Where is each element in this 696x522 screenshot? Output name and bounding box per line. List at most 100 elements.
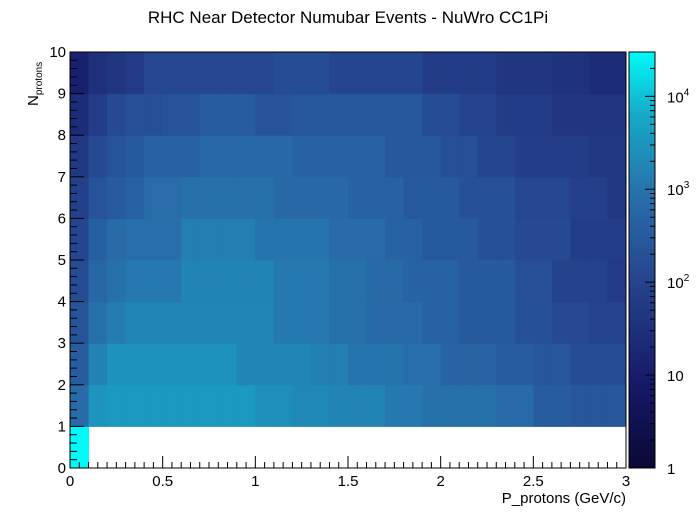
heatmap-cell	[477, 218, 497, 261]
heatmap-cell	[570, 52, 590, 95]
heatmap-cell	[181, 52, 201, 95]
heatmap-cell	[570, 218, 590, 261]
heatmap-cell	[310, 176, 330, 219]
heatmap-cell	[218, 93, 238, 136]
heatmap-cell	[477, 93, 497, 136]
heatmap-cell	[70, 176, 90, 219]
heatmap-cell	[403, 343, 423, 386]
x-axis-label: P_protons (GeV/c)	[502, 490, 626, 507]
heatmap-cell	[292, 301, 312, 344]
heatmap-cell	[348, 176, 368, 219]
heatmap-cell	[496, 52, 516, 95]
heatmap-cell	[588, 343, 608, 386]
heatmap-cell	[607, 176, 627, 219]
heatmap-cell	[329, 93, 349, 136]
heatmap-cell	[422, 384, 442, 427]
heatmap-cell	[422, 93, 442, 136]
heatmap-cell	[88, 260, 108, 303]
heatmap-cell	[588, 218, 608, 261]
heatmap-cell	[181, 343, 201, 386]
heatmap-cell	[440, 52, 460, 95]
heatmap-cell	[88, 301, 108, 344]
heatmap-cell	[88, 218, 108, 261]
y-tick-label: 9	[58, 86, 66, 103]
heatmap-cell	[459, 218, 479, 261]
z-tick-label: 102	[667, 273, 690, 292]
heatmap-cell	[236, 384, 256, 427]
heatmap-cell	[107, 384, 127, 427]
y-tick-label: 2	[58, 377, 66, 394]
heatmap-cell	[310, 260, 330, 303]
heatmap-cell	[551, 218, 571, 261]
heatmap-cell	[70, 52, 90, 95]
heatmap-cell	[329, 343, 349, 386]
heatmap-cell	[144, 260, 164, 303]
heatmap-cell	[533, 218, 553, 261]
heatmap-cell	[236, 135, 256, 178]
heatmap-cell	[273, 384, 293, 427]
heatmap-cell	[607, 301, 627, 344]
heatmap-cell	[514, 176, 534, 219]
heatmap-cell	[310, 343, 330, 386]
heatmap-cell	[329, 218, 349, 261]
heatmap-cell	[385, 176, 405, 219]
heatmap-cell	[329, 135, 349, 178]
heatmap-cell	[440, 135, 460, 178]
heatmap-cell	[162, 135, 182, 178]
heatmap-cell	[570, 93, 590, 136]
heatmap-cell	[570, 260, 590, 303]
heatmap-cell	[125, 93, 145, 136]
heatmap-cell	[329, 176, 349, 219]
heatmap-cell	[292, 384, 312, 427]
heatmap-cell	[70, 93, 90, 136]
heatmap-cell	[236, 343, 256, 386]
heatmap-cell	[70, 426, 90, 469]
heatmap-cell	[125, 343, 145, 386]
heatmap-cell	[292, 343, 312, 386]
heatmap-cell	[440, 343, 460, 386]
chart-title: RHC Near Detector Numubar Events - NuWro…	[147, 8, 549, 27]
x-tick-label: 0	[66, 473, 74, 490]
heatmap-cell	[477, 176, 497, 219]
y-axis-label-subscript: protons	[34, 62, 45, 95]
heatmap-cell	[440, 176, 460, 219]
heatmap-cell	[551, 93, 571, 136]
heatmap-cell	[218, 176, 238, 219]
heatmap-cell	[496, 260, 516, 303]
heatmap-cell	[588, 52, 608, 95]
heatmap-cell	[107, 301, 127, 344]
heatmap-cell	[162, 93, 182, 136]
heatmap-cell	[422, 52, 442, 95]
x-tick-label: 0.5	[152, 473, 173, 490]
heatmap-cell	[88, 93, 108, 136]
heatmap-cell	[162, 301, 182, 344]
heatmap-cell	[162, 384, 182, 427]
y-axis: 0 1 2 3 4 5 6 7 8 9 10	[49, 44, 84, 477]
heatmap-cell	[310, 93, 330, 136]
heatmap-cell	[570, 176, 590, 219]
heatmap-cell	[514, 52, 534, 95]
heatmap-cell	[403, 260, 423, 303]
heatmap-cell	[199, 384, 219, 427]
heatmap-cell	[366, 176, 386, 219]
heatmap-cell	[477, 52, 497, 95]
heatmap-cell	[144, 93, 164, 136]
heatmap-cell	[181, 135, 201, 178]
heatmap-cell	[366, 52, 386, 95]
heatmap-cell	[514, 384, 534, 427]
heatmap-cell	[273, 52, 293, 95]
heatmap-cell	[366, 260, 386, 303]
heatmap-cell	[199, 52, 219, 95]
heatmap-cell	[551, 343, 571, 386]
heatmap-cell	[107, 135, 127, 178]
heatmap-cell	[385, 218, 405, 261]
heatmap-cell	[533, 176, 553, 219]
heatmap-cell	[70, 343, 90, 386]
heatmap-cell	[366, 135, 386, 178]
heatmap-cell	[310, 301, 330, 344]
heatmap-cell	[477, 301, 497, 344]
heatmap-cell	[107, 343, 127, 386]
heatmap-cell	[348, 301, 368, 344]
heatmap-cell	[125, 260, 145, 303]
